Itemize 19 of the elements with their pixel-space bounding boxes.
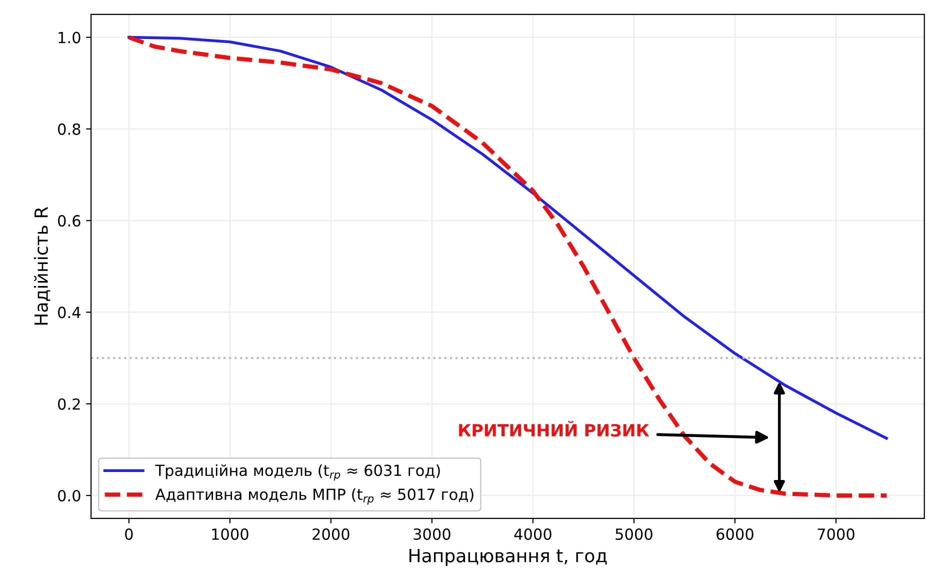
annotation: КРИТИЧНИЙ РИЗИК [459,420,650,437]
x-tick-label: 1000 [212,528,248,540]
y-tick-label: 1.0 [58,32,80,44]
y-tick-label: 0.4 [58,306,80,318]
x-tick-label: 2000 [312,528,350,540]
y-axis-title: Надійність R [34,206,50,325]
y-tick-label: 0.0 [58,490,80,502]
x-tick-label: 5000 [616,528,652,540]
legend-label: Традиційна модель (t$_{rp}$ ≈ 6031 год) [155,464,440,481]
y-tick-label: 0.6 [58,215,80,227]
x-axis-title: Напрацювання t, год [409,549,607,566]
x-tick-label: 4000 [514,528,552,540]
x-tick-label: 0 [125,528,133,540]
x-tick-label: 6000 [716,528,754,540]
x-tick-label: 3000 [414,528,450,540]
y-tick-label: 0.8 [58,123,80,135]
x-tick-label: 7000 [818,528,854,540]
legend-label: Адаптивна модель МПР (t$_{rp}$ ≈ 5017 год) [155,488,474,505]
y-tick-label: 0.2 [58,398,80,410]
